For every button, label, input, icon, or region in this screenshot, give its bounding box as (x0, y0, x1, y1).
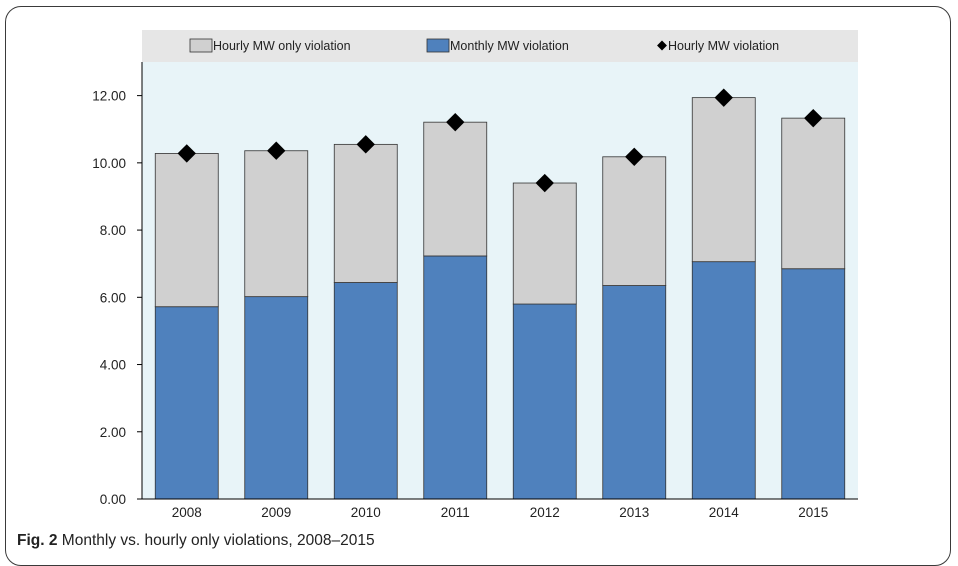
y-tick-label: 8.00 (100, 223, 126, 238)
x-tick-label-2012: 2012 (530, 505, 560, 520)
figure-caption: Fig. 2 Monthly vs. hourly only violation… (17, 532, 375, 550)
bar-hourly-only-2008 (155, 153, 218, 306)
y-tick-label: 4.00 (100, 358, 126, 373)
bar-monthly-2014 (692, 262, 755, 499)
bar-hourly-only-2013 (603, 157, 666, 286)
y-tick-label: 10.00 (92, 156, 126, 171)
x-tick-label-2010: 2010 (351, 505, 381, 520)
bar-monthly-2008 (155, 307, 218, 499)
bar-monthly-2015 (782, 269, 845, 499)
y-tick-label: 0.00 (100, 492, 126, 507)
x-tick-label-2014: 2014 (709, 505, 740, 520)
x-tick-label-2009: 2009 (261, 505, 291, 520)
bar-monthly-2013 (603, 286, 666, 499)
bar-hourly-only-2009 (245, 151, 308, 297)
y-tick-label: 6.00 (100, 290, 126, 305)
bar-monthly-2012 (513, 304, 576, 499)
legend-label-hourly-mw-violation: Hourly MW violation (668, 39, 779, 53)
legend-swatch-monthly-mw-violation (427, 39, 449, 52)
y-tick-label: 12.00 (92, 89, 126, 104)
x-tick-label-2015: 2015 (798, 505, 828, 520)
bar-monthly-2011 (424, 256, 487, 499)
x-tick-label-2011: 2011 (441, 505, 470, 520)
bar-monthly-2010 (334, 283, 397, 499)
bar-hourly-only-2015 (782, 118, 845, 269)
legend-label-hourly-mw-only-violation: Hourly MW only violation (213, 39, 351, 53)
legend-label-monthly-mw-violation: Monthly MW violation (450, 39, 569, 53)
bar-hourly-only-2010 (334, 144, 397, 282)
bar-hourly-only-2012 (513, 183, 576, 304)
figure-caption-text: Monthly vs. hourly only violations, 2008… (57, 532, 374, 549)
bar-monthly-2009 (245, 297, 308, 499)
y-tick-label: 2.00 (100, 425, 126, 440)
x-tick-label-2013: 2013 (619, 505, 649, 520)
stacked-bar-chart: Hourly MW only violation Monthly MW viola… (0, 0, 958, 530)
bar-hourly-only-2011 (424, 122, 487, 256)
legend-swatch-hourly-mw-only-violation (190, 39, 212, 52)
figure-label: Fig. 2 (17, 532, 57, 549)
bar-hourly-only-2014 (692, 98, 755, 262)
x-tick-label-2008: 2008 (172, 505, 202, 520)
